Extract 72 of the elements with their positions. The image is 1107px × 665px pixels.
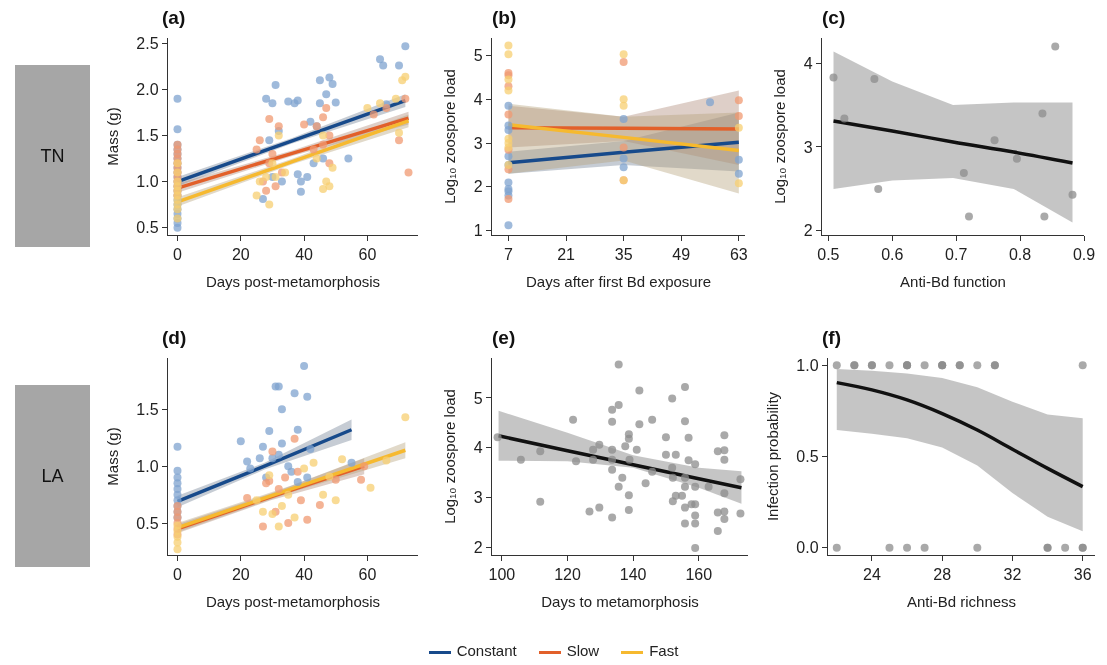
y-tick-label: 2.0 [136,81,159,99]
y-axis-title: Infection probability [763,391,781,522]
legend-label: Fast [649,642,679,659]
x-tick-label: 40 [295,246,314,264]
y-tick-label: 1.5 [136,127,159,145]
x-tick-label: 0.5 [817,246,840,264]
x-tick-label: 0.7 [945,246,968,264]
x-tick-label: 36 [1073,566,1092,584]
y-axis-title: Mass (g) [103,427,121,486]
y-tick-label: 3 [473,134,483,152]
y-tick-label: 1 [473,222,483,240]
chart-title: (e) [492,326,516,348]
chart-title: (d) [162,326,187,348]
x-tick-label: 20 [231,566,250,584]
y-tick-label: 0.5 [136,219,159,237]
x-tick-label: 40 [295,566,314,584]
x-tick-label: 32 [1003,566,1022,584]
x-tick-label: 7 [504,246,514,264]
x-tick-label: 49 [672,246,691,264]
label-box: LA [15,385,90,567]
y-tick-label: 5 [473,47,483,65]
legend-label: Constant [456,642,517,659]
x-tick-label: 0.8 [1008,246,1032,264]
y-tick-label: 4 [473,90,483,108]
y-tick-label: 1.0 [136,173,159,191]
x-tick-label: 140 [619,566,647,584]
y-axis-title: Log₁₀ zoospore load [441,389,459,524]
y-axis-title: Log₁₀ zoospore load [441,69,459,204]
y-tick-label: 2 [473,178,483,196]
x-tick-label: 21 [557,246,576,264]
y-tick-label: 2 [473,539,483,557]
y-tick-label: 0.0 [796,539,819,557]
chart-title: (f) [822,326,841,348]
x-axis-title: Days to metamorphosis [541,593,699,611]
y-tick-label: 4 [803,54,813,72]
y-tick-label: 4 [473,439,483,457]
x-tick-label: 28 [933,566,952,584]
y-tick-label: 2.5 [136,35,159,53]
chart-title: (c) [822,6,846,28]
x-tick-label: 24 [863,566,881,584]
x-tick-label: 60 [358,246,377,264]
y-tick-label: 0.5 [136,514,159,532]
x-tick-label: 100 [488,566,516,584]
y-tick-label: 1.0 [796,356,819,374]
y-axis-title: Log₁₀ zoospore load [771,69,789,204]
x-axis-title: Days after first Bd exposure [525,273,712,291]
y-tick-label: 5 [473,389,483,407]
y-tick-label: 1.0 [136,457,159,475]
x-tick-label: 0 [173,246,183,264]
y-tick-label: 2 [803,222,813,240]
x-tick-label: 160 [685,566,713,584]
x-tick-label: 20 [231,246,250,264]
y-tick-label: 0.5 [796,448,819,466]
label-box: TN [15,65,90,247]
x-tick-label: 0.9 [1072,246,1096,264]
chart-title: (a) [162,6,186,28]
x-tick-label: 35 [614,246,633,264]
x-axis-title: Days post-metamorphosis [205,593,381,611]
x-axis-title: Anti-Bd function [900,273,1006,291]
x-axis-title: Days post-metamorphosis [205,273,381,291]
y-tick-label: 3 [473,489,483,507]
x-axis-title: Anti-Bd richness [906,593,1017,611]
x-tick-label: 63 [729,246,748,264]
x-tick-label: 0.6 [881,246,904,264]
chart-title: (b) [492,6,517,28]
y-tick-label: 3 [803,138,813,156]
y-axis-title: Mass (g) [103,107,121,166]
x-tick-label: 120 [554,566,581,584]
x-tick-label: 60 [358,566,377,584]
legend-label: Slow [566,642,600,659]
y-tick-label: 1.5 [136,400,159,418]
x-tick-label: 0 [173,566,183,584]
